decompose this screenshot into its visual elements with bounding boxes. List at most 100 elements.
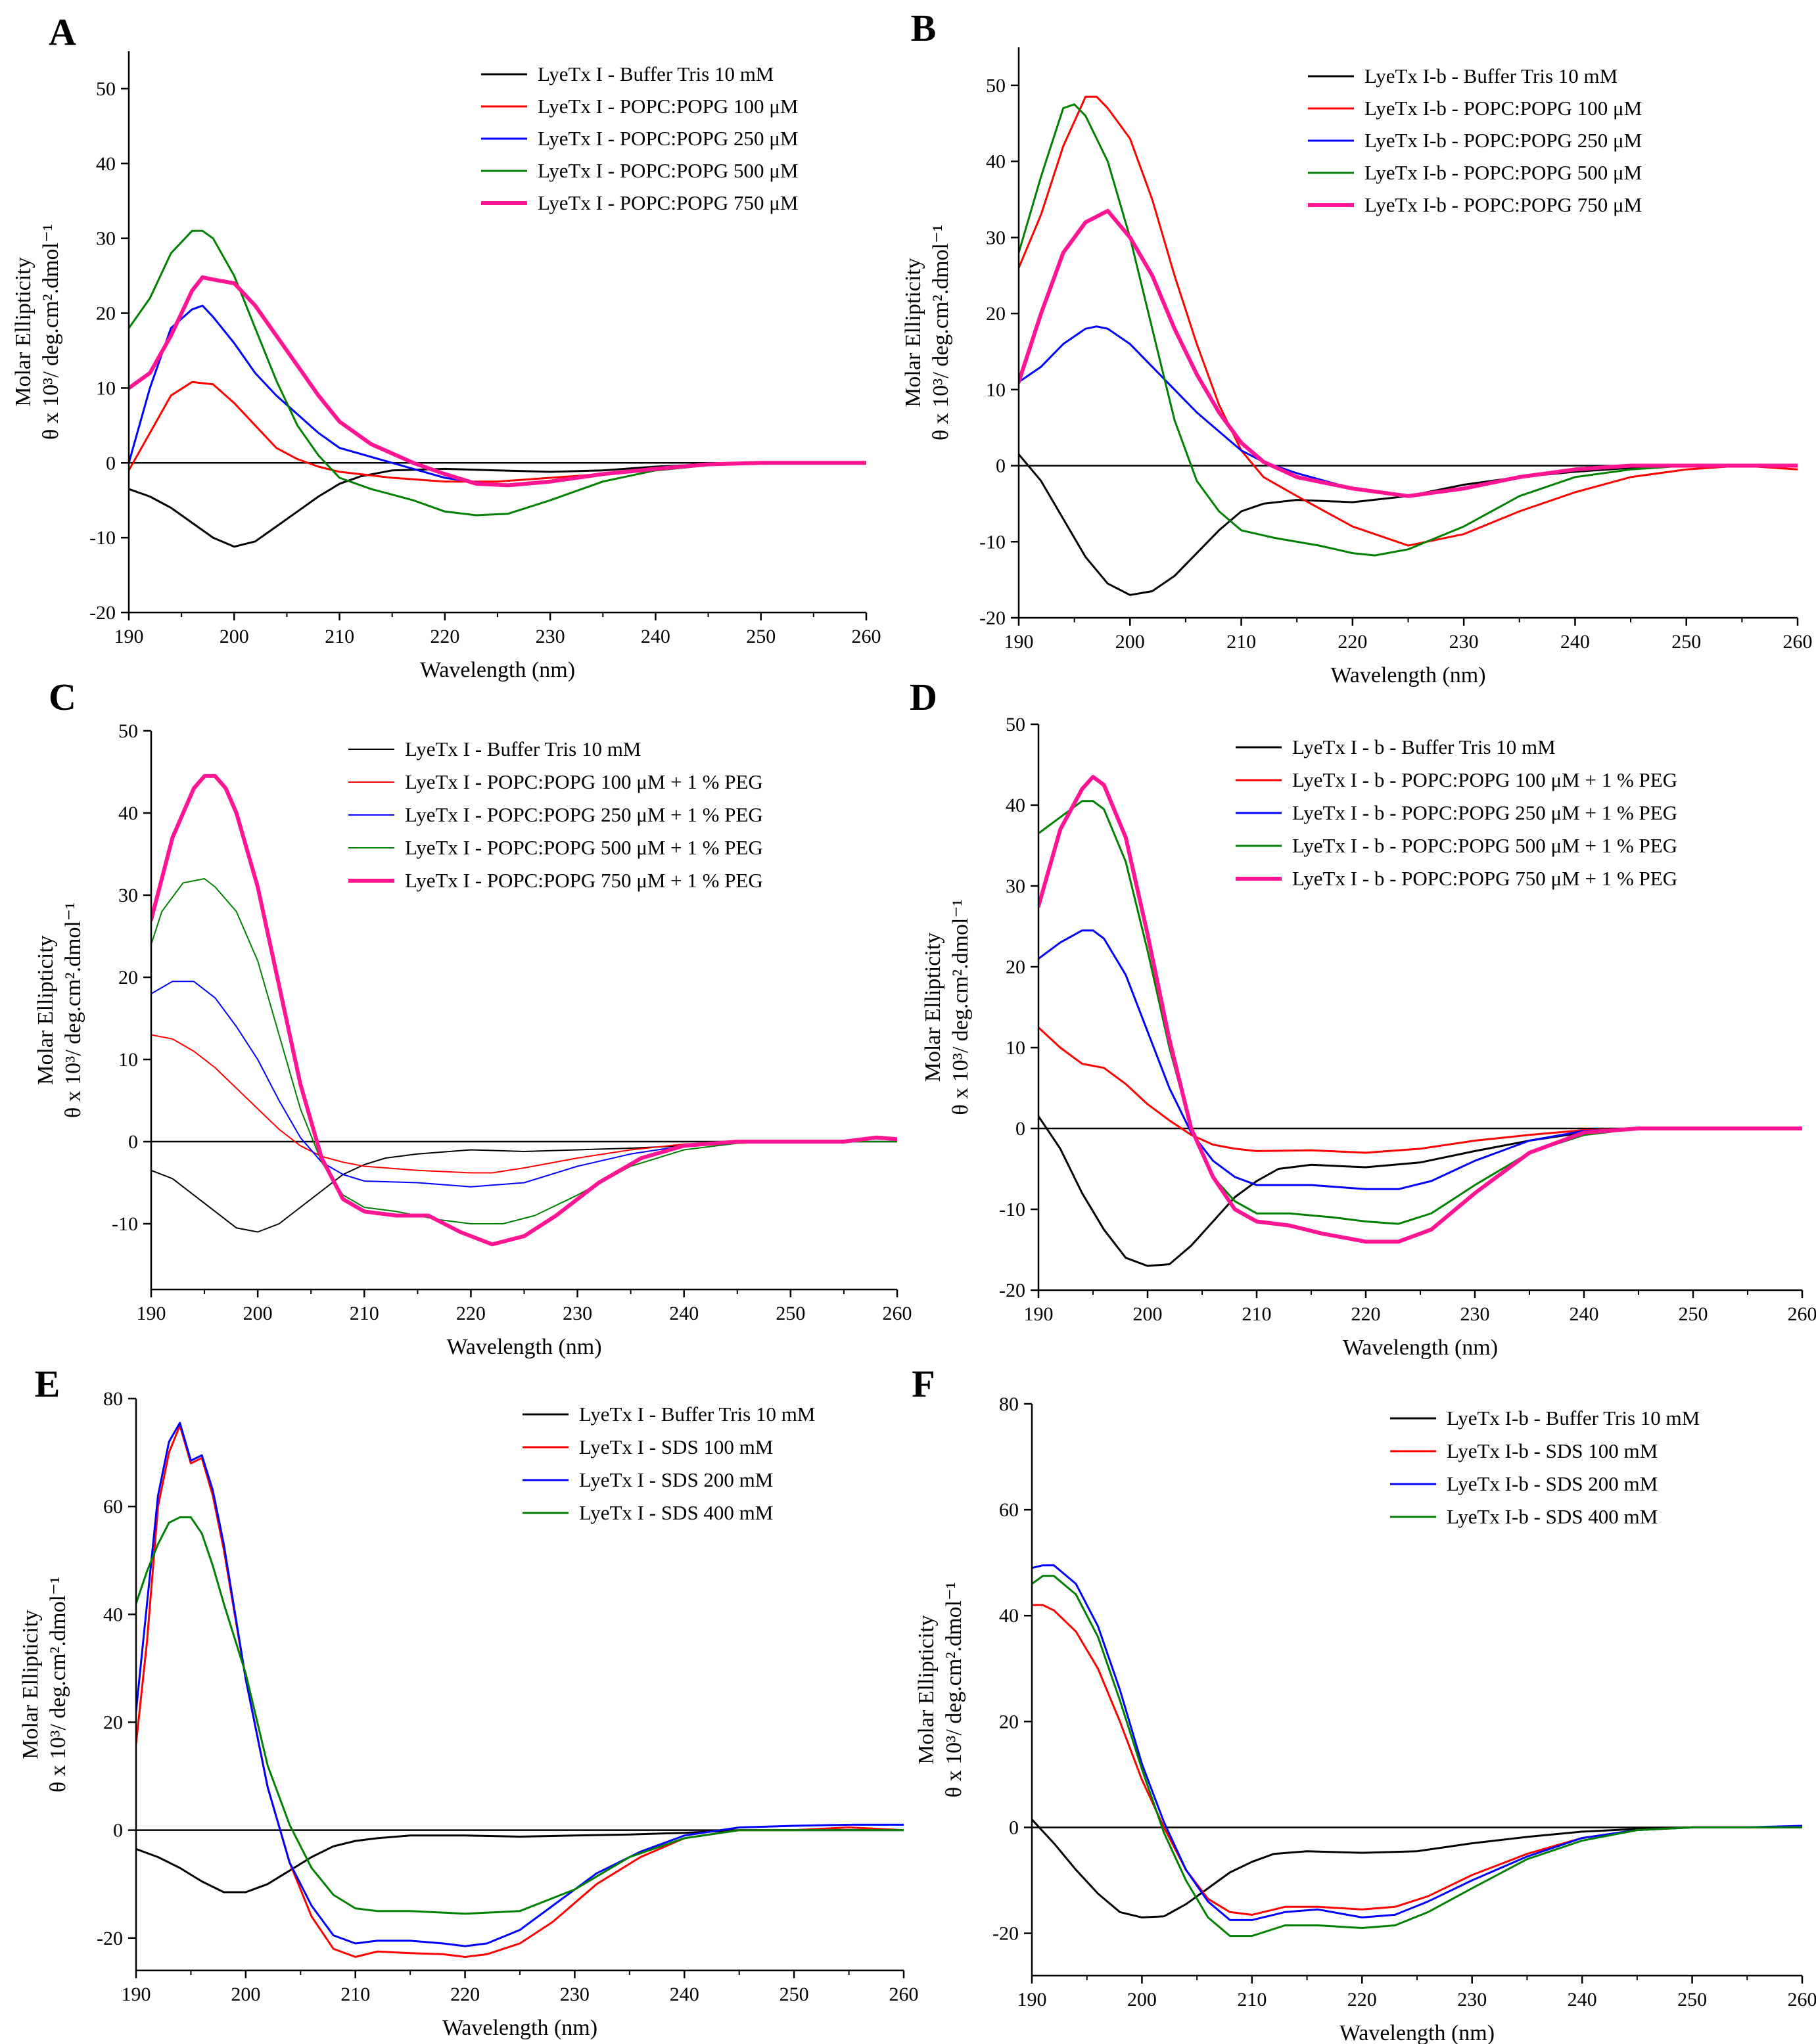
legend-label: LyeTx I-b - POPC:POPG 100 μM (1364, 97, 1642, 120)
x-tick-label: 210 (350, 1303, 379, 1324)
x-tick-label: 260 (1783, 631, 1813, 653)
x-tick-label: 230 (560, 1984, 590, 2005)
y-tick-label: 30 (118, 885, 138, 906)
y-tick-label: 30 (1006, 875, 1025, 897)
x-axis-title: Wavelength (nm) (442, 2016, 597, 2040)
y-tick-label: 0 (128, 1131, 138, 1153)
x-tick-label: 190 (137, 1303, 166, 1324)
y-tick-label: 20 (118, 967, 138, 988)
x-tick-label: 240 (641, 626, 670, 647)
x-tick-label: 190 (122, 1984, 151, 2005)
x-tick-label: 220 (430, 626, 459, 647)
y-tick-label: 0 (113, 1820, 123, 1842)
y-tick-label: 10 (1006, 1037, 1025, 1059)
panel-a: A 190 200 210 220 230 240 250 260 -20 -10 0 10 20 30 40… (11, 11, 881, 682)
x-tick-label: 230 (1449, 631, 1479, 653)
panel-letter: F (912, 1362, 935, 1405)
legend-label: LyeTx I - b - POPC:POPG 750 μM + 1 % PEG (1292, 867, 1677, 890)
series-line-1 (1019, 453, 1798, 596)
y-axis-title-line1: Molar Ellipticity (914, 1615, 939, 1765)
legend-label: LyeTx I - POPC:POPG 750 μM (538, 191, 798, 214)
y-axis-title-line2: θ x 10³/ deg.cm².dmol⁻¹ (948, 899, 973, 1115)
y-tick-label: -10 (112, 1213, 138, 1235)
legend-label: LyeTx I - SDS 100 mM (579, 1435, 773, 1458)
legend-label: LyeTx I - POPC:POPG 100 μM (538, 95, 798, 118)
y-tick-label: 60 (999, 1499, 1019, 1521)
x-tick-label: 220 (450, 1984, 480, 2005)
legend: LyeTx I - Buffer Tris 10 mM LyeTx I - POP… (348, 737, 763, 892)
panel-b: B 190 200 210 220 230 240 250 260 -20 -10 0 10 20 30 40… (901, 7, 1813, 687)
legend-label: LyeTx I - Buffer Tris 10 mM (538, 62, 774, 85)
x-tick-label: 190 (1017, 1989, 1047, 2010)
panel-f: F 190 200 210 220 230 240 250 260 -20 0 20 40 60 80 Wav… (912, 1362, 1816, 2044)
legend-label: LyeTx I - SDS 400 mM (579, 1501, 773, 1524)
legend-label: LyeTx I-b - SDS 400 mM (1447, 1505, 1658, 1528)
series-line-4 (1019, 103, 1798, 557)
series-line-5 (1019, 208, 1798, 498)
y-axis-title-line2: θ x 10³/ deg.cm².dmol⁻¹ (46, 1577, 70, 1792)
x-tick-label: 250 (1671, 631, 1701, 653)
y-tick-label: 40 (118, 802, 138, 824)
y-axis-title-line1: Molar Ellipticity (11, 257, 35, 407)
y-tick-label: 40 (986, 151, 1006, 173)
series-line-5 (151, 774, 897, 1247)
x-tick-label: 220 (1347, 1989, 1377, 2010)
x-tick-label: 230 (1457, 1989, 1487, 2010)
y-tick-label: 10 (118, 1049, 138, 1071)
y-tick-label: -10 (999, 1199, 1025, 1220)
legend-label: LyeTx I - Buffer Tris 10 mM (405, 737, 641, 760)
y-tick-label: 50 (96, 78, 116, 100)
y-tick-label: -20 (89, 602, 116, 624)
x-tick-label: 260 (889, 1984, 919, 2005)
x-axis-title: Wavelength (nm) (1343, 1336, 1498, 1360)
series-line-4 (1032, 1575, 1802, 1938)
series-line-5 (129, 275, 866, 488)
y-tick-label: 0 (1015, 1118, 1025, 1140)
x-tick-label: 210 (340, 1984, 370, 2005)
y-axis-title-line1: Molar Ellipticity (901, 258, 925, 407)
legend-label: LyeTx I - b - POPC:POPG 100 μM + 1 % PEG (1292, 768, 1677, 791)
y-tick-label: 0 (996, 455, 1006, 477)
legend: LyeTx I - Buffer Tris 10 mM LyeTx I - SDS… (523, 1403, 815, 1524)
y-tick-label: 40 (1006, 795, 1025, 816)
y-tick-label: 0 (1009, 1817, 1019, 1838)
x-axis-title: Wavelength (nm) (1339, 2021, 1495, 2044)
y-tick-label: 20 (986, 303, 1006, 325)
x-tick-label: 250 (776, 1303, 805, 1324)
y-axis-title-line2: θ x 10³/ deg.cm².dmol⁻¹ (929, 225, 953, 440)
legend-label: LyeTx I - Buffer Tris 10 mM (579, 1403, 815, 1426)
panel-letter: A (49, 11, 76, 53)
y-tick-label: 10 (96, 377, 116, 399)
x-axis-title: Wavelength (nm) (420, 658, 575, 682)
x-tick-label: 200 (231, 1984, 260, 2005)
panel-e: E 190 200 210 220 230 240 250 260 -20 0 20 40 60 80 Wav… (18, 1362, 919, 2040)
y-tick-label: 30 (96, 228, 116, 250)
y-tick-label: 30 (986, 227, 1006, 248)
x-tick-label: 240 (1568, 1989, 1597, 2010)
legend-label: LyeTx I-b - Buffer Tris 10 mM (1447, 1406, 1700, 1429)
y-tick-label: 60 (103, 1496, 123, 1518)
y-axis-title-line1: Molar Ellipticity (921, 933, 945, 1082)
y-tick-label: -20 (979, 607, 1006, 629)
x-tick-label: 230 (563, 1303, 592, 1324)
x-tick-label: 260 (852, 626, 881, 647)
y-tick-label: -10 (89, 527, 116, 549)
x-tick-label: 240 (1570, 1303, 1599, 1325)
x-tick-label: 200 (1127, 1989, 1157, 2010)
series-line-1 (1032, 1818, 1802, 1918)
legend-label: LyeTx I-b - POPC:POPG 500 μM (1364, 161, 1642, 184)
panel-letter: B (911, 7, 937, 49)
x-tick-label: 220 (1351, 1303, 1381, 1325)
legend: LyeTx I-b - Buffer Tris 10 mM LyeTx I-b -… (1308, 64, 1642, 216)
y-tick-label: -20 (97, 1928, 123, 1949)
panel-letter: E (35, 1362, 60, 1405)
legend-label: LyeTx I-b - Buffer Tris 10 mM (1364, 64, 1618, 87)
x-tick-label: 230 (1460, 1303, 1490, 1325)
y-tick-label: -10 (979, 531, 1006, 553)
legend-label: LyeTx I - POPC:POPG 500 μM + 1 % PEG (405, 836, 763, 859)
y-axis-title-line1: Molar Ellipticity (34, 935, 58, 1085)
x-tick-label: 190 (1024, 1303, 1054, 1325)
x-tick-label: 240 (1560, 631, 1590, 653)
